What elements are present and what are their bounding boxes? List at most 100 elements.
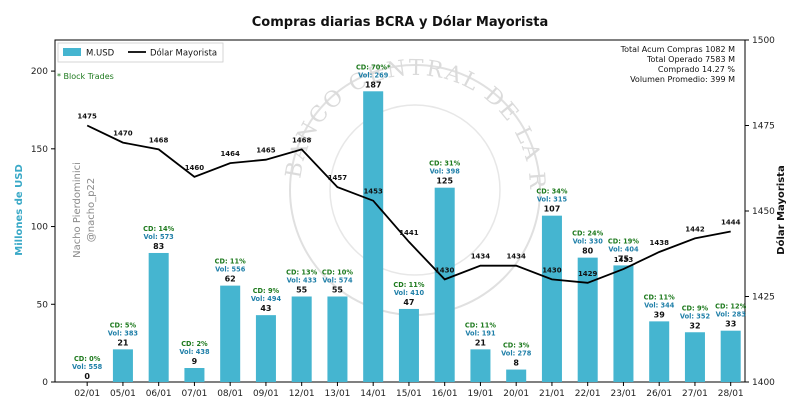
bar-cd-label: CD: 11% [393,281,424,289]
x-tick-label: 06/01 [146,389,172,399]
y-tick-label-left: 100 [31,223,48,233]
stat-total-compras: Total Acum Compras 1082 M [620,45,736,54]
bar-cd-label: CD: 70%* [356,63,391,71]
bar-vol-label: Vol: 494 [251,295,282,303]
x-tick-label: 02/01 [74,389,100,399]
bar-cd-label: CD: 13% [286,269,317,277]
bar [184,368,205,382]
bar [684,332,705,382]
bar [470,349,491,382]
bar-cd-label: CD: 19% [608,237,639,245]
bar-value-label: 47 [403,298,414,307]
bar-cd-label: CD: 31% [429,160,460,168]
bar-value-label: 8 [513,359,519,368]
stats-box: Total Acum Compras 1082 M Total Operado … [620,45,736,84]
line-value-label: 1464 [220,150,240,158]
x-tick-label: 07/01 [181,389,207,399]
x-tick-label: 22/01 [575,389,601,399]
bar-value-label: 83 [153,242,164,251]
line-value-label: 1460 [185,164,205,172]
line-value-label: 1444 [721,219,741,227]
legend-label-bars: M.USD [86,49,115,59]
x-tick-label: 23/01 [610,389,636,399]
x-tick-label: 14/01 [360,389,386,399]
stat-volumen-promedio: Volumen Promedio: 399 M [630,75,735,84]
line-value-label: 1442 [685,225,705,233]
bar-cd-label: CD: 12% [715,303,746,311]
bar-value-label: 125 [436,177,453,186]
y-tick-label-right: 1450 [752,207,775,217]
bar [220,285,241,382]
line-value-label: 1468 [292,136,312,144]
bar-value-label: 21 [475,338,487,347]
line-value-label: 1465 [256,147,276,155]
bar-cd-label: CD: 2% [181,340,208,348]
bar-value-label: 43 [260,304,271,313]
bar-value-label: 55 [296,286,308,295]
bar-vol-label: Vol: 410 [394,289,425,297]
bar-cd-label: CD: 34% [536,188,567,196]
stat-total-operado: Total Operado 7583 M [646,55,735,64]
bar [327,296,348,382]
bar [506,369,527,382]
x-axis: 02/01 05/01 06/01 07/01 08/01 09/01 12/01 13/01… [74,382,744,399]
bar-value-label: 62 [225,275,236,284]
x-tick-label: 12/01 [289,389,315,399]
stat-comprado: Comprado 14.27 % [658,65,736,74]
left-axis: 0 50 100 150 200 [31,67,55,388]
line-value-label: 1430 [542,266,562,274]
line-value-label: 1457 [328,174,348,182]
bar [649,321,670,382]
legend-swatch-bars [63,48,81,56]
bar-vol-label: Vol: 315 [537,196,568,204]
bar [255,315,276,382]
x-tick-label: 20/01 [503,389,529,399]
bar [148,252,169,382]
bar-cd-label: CD: 14% [143,225,174,233]
chart-title: Compras diarias BCRA y Dólar Mayorista [252,15,548,30]
bar-vol-label: Vol: 573 [144,233,175,241]
bar [291,296,312,382]
y-tick-label-left: 200 [31,67,48,77]
bar-value-label: 0 [84,372,90,381]
x-tick-label: 08/01 [217,389,243,399]
bar-cd-label: CD: 9% [682,304,709,312]
line-series-path [86,124,731,284]
y-tick-label-right: 1425 [752,293,775,303]
bar [398,308,419,382]
bar-value-label: 9 [192,357,198,366]
bar-value-label: 39 [654,310,666,319]
line-value-label: 1453 [363,188,383,196]
bar-cd-label: CD: 3% [503,342,530,350]
bar-value-label: 187 [365,80,382,89]
right-axis: 1400 1425 1450 1475 1500 [745,36,775,388]
line-value-label: 1468 [149,136,169,144]
line-value-label: 1438 [649,239,669,247]
bar-cd-label: CD: 9% [253,287,280,295]
bar-vol-label: Vol: 574 [322,277,353,285]
bar-vol-label: Vol: 330 [573,238,604,246]
y-tick-label-left: 0 [42,378,48,388]
bar-vol-label: Vol: 433 [287,277,318,285]
bar-vol-label: Vol: 283 [716,311,747,319]
y-tick-label-left: 50 [37,300,49,310]
y-tick-label-right: 1475 [752,122,775,132]
line-value-label: 1430 [435,266,455,274]
watermark-name: Nacho Pierdominici [72,162,83,258]
bar-value-label: 75 [618,254,630,263]
y-tick-label-right: 1500 [752,36,775,46]
bar-vol-label: Vol: 352 [680,312,711,320]
bar-vol-label: Vol: 438 [179,348,210,356]
x-tick-label: 13/01 [324,389,350,399]
bar-vol-label: Vol: 278 [501,350,532,358]
line-value-label: 1441 [399,229,419,237]
bar [577,257,598,382]
line-value-label: 1434 [506,253,526,261]
x-tick-label: 16/01 [432,389,458,399]
y-tick-label-left: 150 [31,145,48,155]
x-tick-label: 21/01 [539,389,565,399]
bar-vol-label: Vol: 404 [608,245,639,253]
x-tick-label: 28/01 [718,389,744,399]
watermark-handle: @nacho_p22 [86,178,97,243]
